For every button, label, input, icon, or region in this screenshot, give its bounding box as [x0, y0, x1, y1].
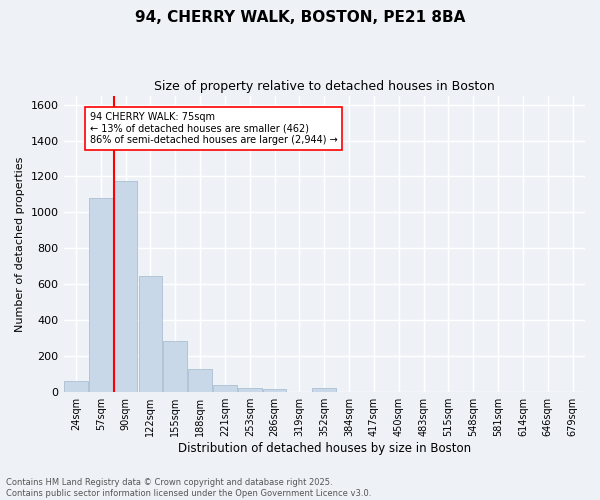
Bar [313, 388, 336, 392]
Text: Contains HM Land Registry data © Crown copyright and database right 2025.
Contai: Contains HM Land Registry data © Crown c… [6, 478, 371, 498]
Bar [163, 341, 187, 392]
Text: 94 CHERRY WALK: 75sqm
← 13% of detached houses are smaller (462)
86% of semi-det: 94 CHERRY WALK: 75sqm ← 13% of detached … [89, 112, 337, 145]
Y-axis label: Number of detached properties: Number of detached properties [15, 156, 25, 332]
Text: 94, CHERRY WALK, BOSTON, PE21 8BA: 94, CHERRY WALK, BOSTON, PE21 8BA [135, 10, 465, 25]
X-axis label: Distribution of detached houses by size in Boston: Distribution of detached houses by size … [178, 442, 471, 455]
Bar [188, 369, 212, 392]
Bar [263, 388, 286, 392]
Bar [139, 276, 162, 392]
Bar [238, 388, 262, 392]
Title: Size of property relative to detached houses in Boston: Size of property relative to detached ho… [154, 80, 494, 93]
Bar [114, 181, 137, 392]
Bar [89, 198, 113, 392]
Bar [64, 380, 88, 392]
Bar [213, 385, 237, 392]
